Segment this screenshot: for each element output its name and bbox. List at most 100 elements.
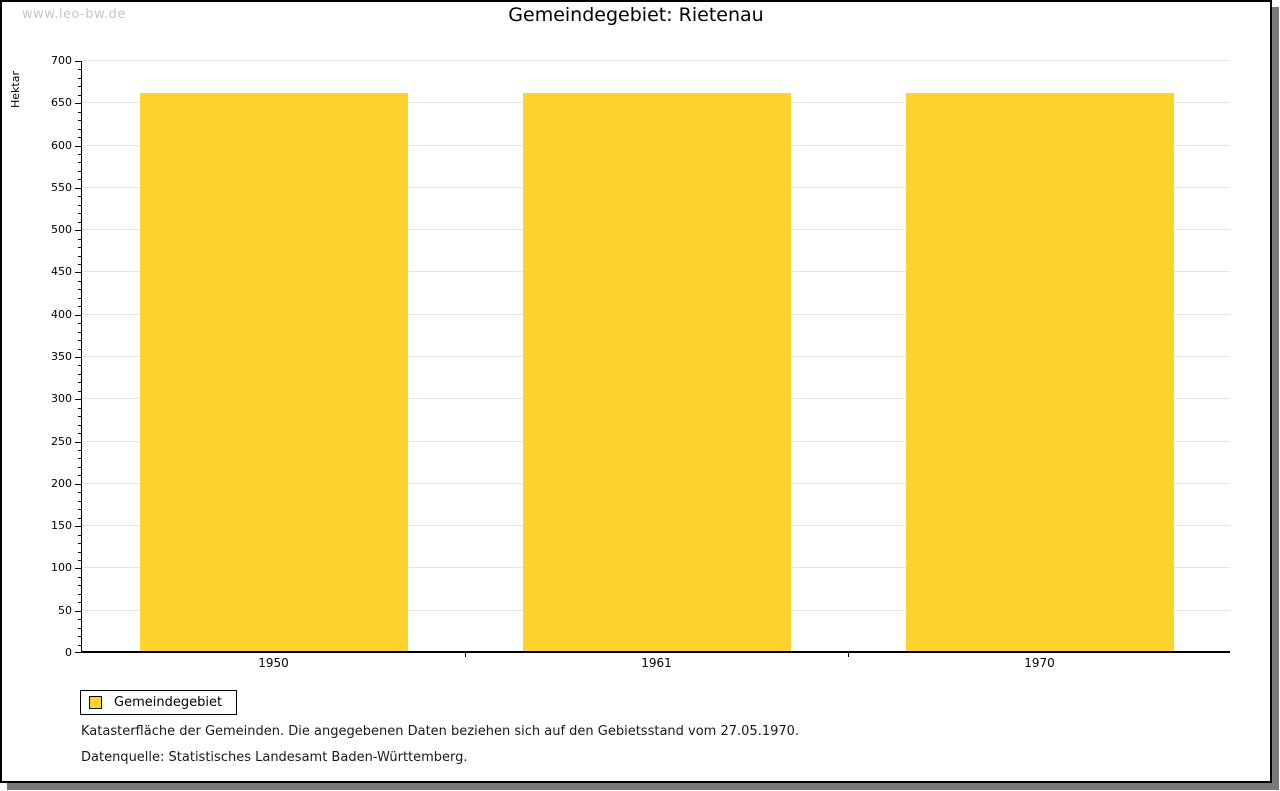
y-axis-title: Hektar: [9, 71, 22, 108]
y-axis-minor-tick: [78, 340, 82, 342]
y-axis-minor-tick: [78, 213, 82, 215]
y-axis-tick-label: 550: [51, 180, 72, 194]
y-axis-minor-tick: [78, 644, 82, 646]
plot-area: 0 50 100 150 200 250 300 350 400 450 500 550 600 650 7…: [51, 55, 1230, 670]
y-axis-minor-tick: [78, 585, 82, 587]
footnote-line-2: Datenquelle: Statistisches Landesamt Bad…: [81, 750, 468, 765]
y-axis-tick-label: 350: [51, 350, 72, 363]
y-axis-minor-tick: [78, 306, 82, 308]
watermark: www.leo-bw.de: [22, 7, 126, 22]
legend: Gemeindegebiet: [80, 690, 238, 715]
y-axis-tick-label: 500: [51, 223, 72, 237]
y-axis-minor-tick: [78, 559, 82, 561]
y-axis-minor-tick: [78, 86, 82, 88]
y-axis-minor-tick: [78, 424, 82, 426]
y-axis-minor-tick: [78, 475, 82, 477]
y-axis-minor-tick: [78, 602, 82, 604]
y-axis-minor-tick: [78, 576, 82, 578]
y-axis-tick-label: 400: [51, 307, 72, 321]
y-axis-major-tick: [75, 568, 82, 570]
y-axis-tick-label: 250: [51, 434, 72, 448]
y-axis-minor-tick: [78, 466, 82, 468]
y-axis-tick-label: 600: [51, 138, 72, 152]
y-axis-minor-tick: [78, 458, 82, 460]
y-axis-minor-tick: [78, 551, 82, 553]
y-axis-tick-label: 150: [51, 519, 72, 533]
y-axis-major-tick: [75, 145, 82, 147]
y-axis-major-tick: [75, 483, 82, 485]
y-axis-minor-tick: [78, 221, 82, 223]
y-axis-minor-tick: [78, 154, 82, 156]
x-axis-tick-label: 1970: [1024, 656, 1055, 670]
y-axis-minor-tick: [78, 255, 82, 257]
y-axis-minor-tick: [78, 534, 82, 536]
y-axis-major-tick: [75, 357, 82, 358]
y-axis-minor-tick: [78, 196, 82, 198]
y-axis-minor-tick: [78, 170, 82, 172]
y-axis-minor-tick: [78, 204, 82, 206]
y-axis-major-tick: [75, 230, 82, 232]
y-axis-major-tick: [75, 61, 82, 62]
y-axis-minor-tick: [78, 289, 82, 291]
y-axis-minor-tick: [78, 94, 82, 96]
y-axis-minor-tick: [78, 280, 82, 282]
y-axis-minor-tick: [78, 263, 82, 265]
y-axis-major-tick: [75, 610, 82, 612]
bar: [905, 92, 1174, 651]
y-axis-minor-tick: [78, 348, 82, 350]
y-axis-minor-tick: [78, 179, 82, 181]
y-axis-minor-tick: [78, 137, 82, 139]
y-axis-tick-label: 450: [51, 265, 72, 279]
legend-swatch-icon: [89, 696, 102, 709]
y-axis-minor-tick: [78, 331, 82, 333]
y-axis-tick-label: 0: [65, 646, 72, 659]
y-axis-tick-label: 300: [51, 392, 72, 406]
y-axis-minor-tick: [78, 162, 82, 164]
y-axis-minor-tick: [78, 128, 82, 130]
y-axis-major-tick: [75, 272, 82, 274]
y-axis-minor-tick: [78, 120, 82, 122]
y-axis-minor-tick: [78, 500, 82, 502]
y-axis-minor-tick: [78, 433, 82, 435]
y-axis-minor-tick: [78, 69, 82, 71]
y-axis-minor-tick: [78, 619, 82, 621]
y-axis-minor-tick: [78, 593, 82, 595]
y-axis-minor-tick: [78, 323, 82, 325]
y-axis-major-tick: [75, 314, 82, 316]
bar: [522, 92, 791, 651]
y-axis-minor-tick: [78, 390, 82, 392]
y-axis-major-tick: [75, 441, 82, 443]
y-axis-minor-tick: [78, 509, 82, 511]
y-axis-minor-tick: [78, 517, 82, 519]
y-axis-major-tick: [75, 187, 82, 189]
footnote-line-1: Katasterfläche der Gemeinden. Die angege…: [81, 724, 800, 739]
x-axis-tick-label: 1961: [641, 656, 672, 670]
y-axis-minor-tick: [78, 416, 82, 418]
bar: [139, 92, 408, 651]
y-axis-tick-label: 50: [58, 603, 72, 617]
y-axis-minor-tick: [78, 636, 82, 638]
y-axis-minor-tick: [78, 407, 82, 409]
chart-title: Gemeindegebiet: Rietenau: [508, 4, 764, 26]
y-axis-minor-tick: [78, 373, 82, 375]
y-axis-minor-tick: [78, 382, 82, 384]
y-axis-minor-tick: [78, 77, 82, 79]
y-axis-minor-tick: [78, 492, 82, 494]
y-axis-minor-tick: [78, 111, 82, 113]
y-axis-tick-label: 700: [51, 54, 72, 67]
y-axis-minor-tick: [78, 238, 82, 240]
x-axis-tick: [848, 653, 849, 657]
y-axis-tick-label: 100: [51, 561, 72, 575]
x-axis-tick: [465, 653, 466, 657]
y-axis-major-tick: [75, 526, 82, 528]
y-axis-major-tick: [75, 399, 82, 401]
x-axis-tick-label: 1950: [258, 656, 289, 670]
y-axis-minor-tick: [78, 627, 82, 629]
legend-label: Gemeindegebiet: [114, 695, 223, 710]
y-axis-tick-label: 650: [51, 96, 72, 110]
gridline: [82, 60, 1230, 61]
y-axis-minor-tick: [78, 450, 82, 452]
y-axis-tick-label: 200: [51, 476, 72, 490]
